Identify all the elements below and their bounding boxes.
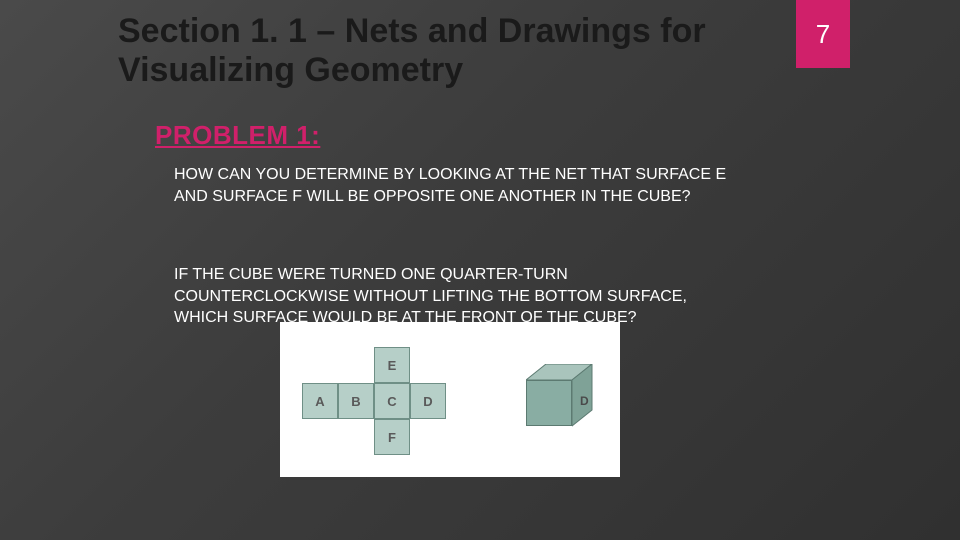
net-face-e: E	[374, 347, 410, 383]
page-title: Section 1. 1 – Nets and Drawings for Vis…	[118, 12, 773, 90]
net-face-c: C	[374, 383, 410, 419]
question-2: IF THE CUBE WERE TURNED ONE QUARTER-TURN…	[174, 264, 734, 329]
problem-label: PROBLEM 1:	[155, 120, 320, 151]
net-and-cube-figure: ABCDEF D	[280, 322, 620, 477]
cube-front-face	[526, 380, 572, 426]
cube-side-label: D	[580, 394, 589, 408]
question-1: HOW CAN YOU DETERMINE BY LOOKING AT THE …	[174, 164, 734, 207]
page-number-badge: 7	[796, 0, 850, 68]
net-face-a: A	[302, 383, 338, 419]
net-face-d: D	[410, 383, 446, 419]
net-face-b: B	[338, 383, 374, 419]
net-face-f: F	[374, 419, 410, 455]
